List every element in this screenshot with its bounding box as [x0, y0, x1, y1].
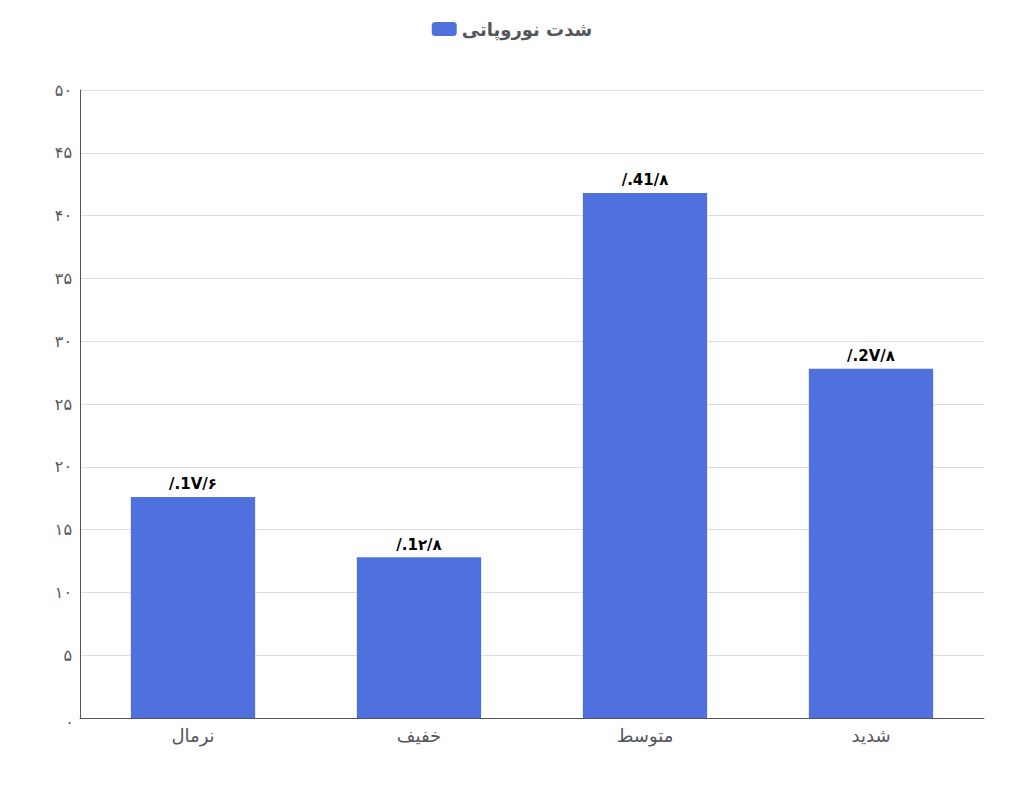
svg-text:۳۰: ۳۰	[55, 332, 72, 351]
svg-text:/.1۲/۸: /.1۲/۸	[396, 536, 441, 554]
svg-text:متوسط: متوسط	[617, 725, 674, 747]
svg-text:۳۵: ۳۵	[55, 269, 72, 288]
svg-text:۲۰: ۲۰	[55, 457, 72, 476]
svg-text:۵۰: ۵۰	[55, 81, 72, 100]
svg-text:خفیف: خفیف	[397, 725, 441, 746]
svg-text:۲۵: ۲۵	[55, 395, 72, 414]
svg-text:۴۰: ۴۰	[55, 206, 72, 225]
svg-text:۱۰: ۱۰	[55, 583, 72, 602]
svg-text:۱۵: ۱۵	[55, 520, 72, 539]
svg-text:/.1V/۶: /.1V/۶	[169, 475, 217, 493]
svg-text:شدت نوروپاتی: شدت نوروپاتی	[462, 19, 593, 41]
svg-text:/.2V/۸: /.2V/۸	[847, 347, 895, 365]
svg-text:.: .	[67, 709, 72, 728]
svg-text:/.41/۸: /.41/۸	[622, 171, 669, 189]
svg-text:شدید: شدید	[852, 725, 891, 746]
svg-text:نرمال: نرمال	[171, 725, 214, 747]
svg-text:۴۵: ۴۵	[55, 143, 72, 162]
svg-text:۵: ۵	[63, 646, 72, 665]
